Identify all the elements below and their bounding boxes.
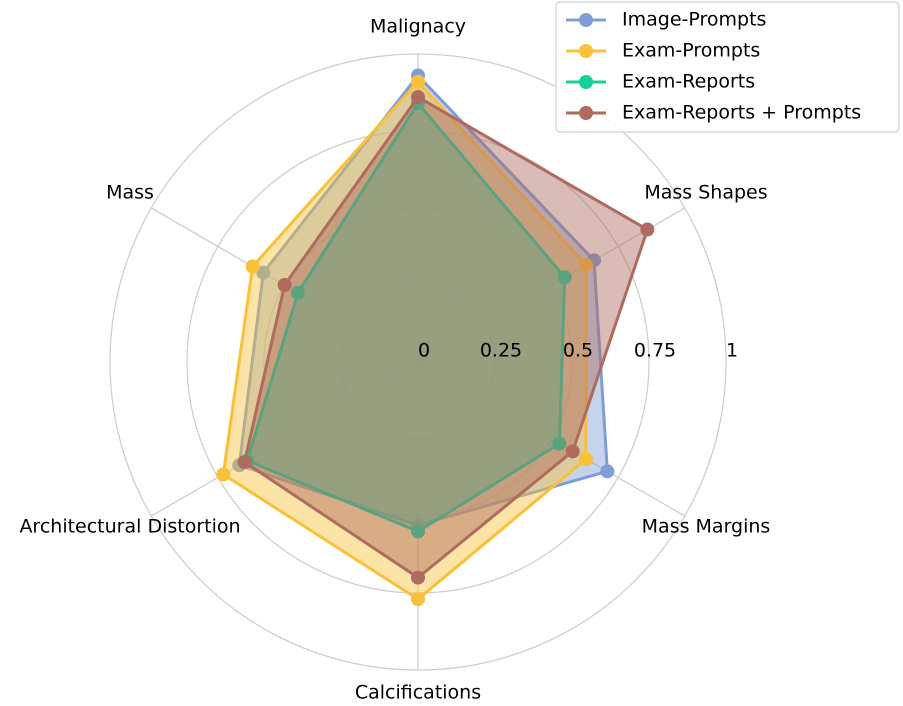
axis-spoke-mass-shapes (417, 207, 686, 363)
legend: Image-Prompts Exam-Prompts Exam-Reports Exa… (555, 1, 900, 133)
tick-label-0: 0 (418, 340, 430, 362)
legend-marker-exam-reports-prompts (579, 106, 593, 120)
series-point-exam-reports-prompts-mass-margins (565, 444, 580, 459)
series-point-image-prompts-mass (256, 265, 271, 280)
radar-series (216, 68, 655, 607)
series-point-exam-reports-mass (290, 285, 305, 300)
axis-spoke-architectural-distortion (150, 361, 419, 517)
legend-box (555, 1, 900, 133)
series-area-exam-reports-prompts (244, 97, 648, 578)
series-area-exam-prompts (223, 81, 587, 600)
legend-marker-exam-reports (579, 75, 593, 89)
tick-label-4: 1 (726, 340, 738, 362)
series-point-exam-prompts-mass-shapes (579, 257, 594, 272)
legend-label-exam-prompts: Exam-Prompts (622, 40, 760, 62)
axis-label-mass: Mass (106, 182, 154, 204)
legend-marker-exam-prompts (579, 44, 593, 58)
axis-labels: Malignacy Mass Shapes Mass Margins Calcific… (19, 16, 770, 704)
legend-label-exam-reports-prompts: Exam-Reports + Prompts (622, 102, 861, 124)
axis-label-architectural-distortion: Architectural Distortion (19, 516, 240, 538)
series-point-exam-reports-prompts-mass-shapes (640, 222, 655, 237)
series-point-exam-prompts-calcifications (411, 592, 425, 607)
radar-grid (109, 53, 727, 671)
axis-label-malignacy: Malignacy (370, 16, 466, 38)
tick-label-2: 0.5 (563, 340, 593, 362)
legend-marker-image-prompts (579, 13, 593, 27)
series-point-exam-reports-prompts-calcifications (411, 570, 425, 585)
axis-label-mass-margins: Mass Margins (642, 516, 771, 538)
legend-label-exam-reports: Exam-Reports (622, 71, 755, 93)
axis-spoke-mass-margins (417, 361, 686, 517)
series-point-exam-reports-calcifications (411, 524, 425, 539)
tick-label-3: 0.75 (634, 340, 676, 362)
series-point-exam-reports-prompts-malignacy (411, 90, 425, 105)
series-area-exam-reports (247, 103, 565, 532)
tick-label-1: 0.25 (480, 340, 522, 362)
series-point-exam-prompts-malignacy (411, 74, 425, 89)
axis-label-mass-shapes: Mass Shapes (644, 182, 767, 204)
series-point-exam-reports-prompts-mass (277, 278, 292, 292)
series-point-exam-prompts-mass-margins (579, 452, 594, 467)
series-point-exam-reports-mass-margins (552, 436, 567, 451)
series-point-exam-prompts-mass (245, 259, 260, 274)
radial-tick-labels: 0 0.25 0.5 0.75 1 (418, 340, 738, 362)
axis-label-calcifications: Calcifications (355, 682, 481, 704)
series-point-image-prompts-mass-margins (600, 464, 615, 479)
series-point-exam-reports-mass-shapes (557, 270, 572, 285)
series-point-exam-reports-prompts-architectural-distortion (237, 455, 252, 470)
legend-label-image-prompts: Image-Prompts (622, 9, 766, 31)
series-point-exam-prompts-architectural-distortion (216, 467, 231, 482)
